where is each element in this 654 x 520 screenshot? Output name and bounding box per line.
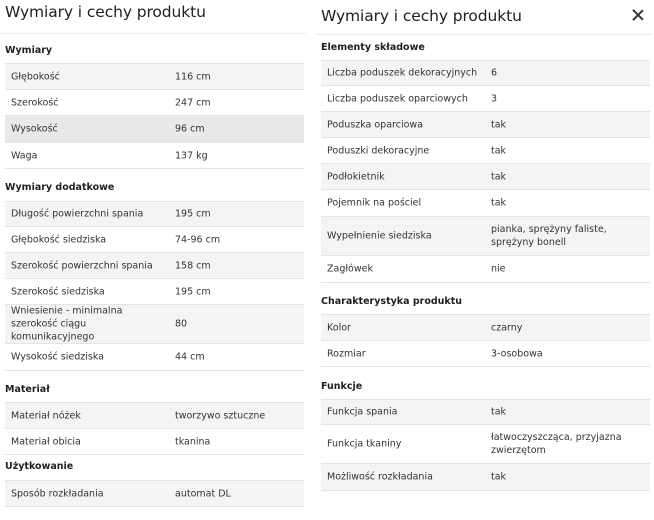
row-label: Waga	[11, 150, 38, 161]
table-row: Głębokość siedziska 74-96 cm	[5, 227, 304, 253]
table-row: Poduszka oparciowa tak	[321, 112, 650, 138]
table-row: Wysokość 96 cm	[5, 116, 304, 143]
table-row: Funkcja tkaniny łatwoczyszcząca, przyjaz…	[321, 425, 650, 464]
row-label: Szerokość siedziska	[11, 286, 105, 297]
row-value: tak	[491, 406, 507, 418]
row-label: Długość powierzchni spania	[11, 208, 144, 220]
table-row: Rozmiar 3-osobowa	[321, 341, 650, 367]
row-label: Poduszki dekoracyjne	[327, 145, 430, 156]
table-row: Możliwość rozkładania tak	[321, 464, 650, 491]
row-label: Możliwość rozkładania	[327, 471, 433, 483]
table-row: Pojemnik na pościel tak	[321, 190, 650, 217]
row-value: 3	[491, 93, 498, 104]
table-row: Głębokość 116 cm	[5, 63, 304, 90]
row-value: tak	[491, 171, 507, 182]
row-value: tak	[491, 197, 507, 209]
section-title-wymiary-dodatkowe: Wymiary dodatkowe	[5, 182, 115, 193]
row-value: 74-96 cm	[175, 234, 221, 245]
table-row: Liczba poduszek oparciowych 3	[321, 86, 650, 112]
row-label: Poduszka oparciowa	[327, 119, 423, 130]
table-row: Poduszki dekoracyjne tak	[321, 138, 650, 164]
row-label: Sposób rozkładania	[11, 488, 104, 499]
table-row: Wysokość siedziska 44 cm	[5, 344, 304, 371]
row-value: 158 cm	[175, 260, 211, 271]
table-row: Szerokość siedziska 195 cm	[5, 279, 304, 305]
row-label: Wypełnienie siedziska	[327, 230, 432, 242]
section-title-material: Materiał	[5, 384, 50, 395]
row-label: Liczba poduszek dekoracyjnych	[327, 67, 478, 79]
row-value: tkanina	[175, 436, 211, 447]
close-icon[interactable]	[632, 9, 644, 21]
row-label: Funkcja spania	[327, 406, 398, 418]
row-label: Kolor	[327, 322, 351, 333]
row-value: 80	[175, 318, 188, 330]
row-label: Wysokość	[11, 123, 58, 135]
section-title-charakterystyka: Charakterystyka produktu	[321, 296, 463, 307]
row-label: Zagłówek	[327, 263, 373, 275]
table-row: Funkcja spania tak	[321, 399, 650, 425]
row-value: 96 cm	[175, 123, 205, 135]
section-title-elementy-skladowe: Elementy składowe	[321, 42, 425, 53]
section-title-uzytkowanie: Użytkowanie	[5, 461, 74, 472]
table-row: Liczba poduszek dekoracyjnych 6	[321, 60, 650, 86]
table-row: Sposób rozkładania automat DL	[5, 480, 304, 507]
row-value: 137 kg	[175, 150, 208, 161]
row-label: Funkcja tkaniny	[327, 438, 402, 450]
table-row: Podłokietnik tak	[321, 164, 650, 190]
row-label: Wysokość siedziska	[11, 351, 104, 363]
row-label: Szerokość	[11, 97, 59, 108]
row-value: automat DL	[175, 488, 231, 499]
panel-title: Wymiary i cechy produktu	[321, 7, 522, 25]
row-label: Materiał obicia	[11, 436, 81, 447]
row-label: Liczba poduszek oparciowych	[327, 93, 468, 104]
header-divider	[0, 33, 306, 34]
row-label: Szerokość powierzchni spania	[11, 260, 153, 271]
row-value: 195 cm	[175, 286, 211, 297]
table-row: Szerokość 247 cm	[5, 90, 304, 116]
row-value: tak	[491, 471, 507, 483]
table-row: Materiał nóżek tworzywo sztuczne	[5, 402, 304, 429]
table-row: Materiał obicia tkanina	[5, 429, 304, 455]
table-row: Długość powierzchni spania 195 cm	[5, 201, 304, 227]
row-value: tak	[491, 145, 507, 156]
row-value: 3-osobowa	[491, 348, 543, 359]
row-value: 44 cm	[175, 351, 205, 363]
section-title-funkcje: Funkcje	[321, 381, 363, 392]
row-label: Pojemnik na pościel	[327, 197, 422, 209]
table-row: Zagłówek nie	[321, 256, 650, 283]
row-value: czarny	[491, 322, 523, 333]
section-title-wymiary: Wymiary	[5, 45, 53, 56]
table-row: Wypełnienie siedziska pianka, sprężyny f…	[321, 217, 650, 256]
table-row: Waga 137 kg	[5, 143, 304, 169]
row-value: 6	[491, 67, 498, 79]
row-label: Materiał nóżek	[11, 410, 81, 421]
row-value: tworzywo sztuczne	[175, 410, 266, 421]
row-value: pianka, sprężyny faliste, sprężyny bonel…	[491, 224, 607, 248]
row-value: nie	[491, 263, 506, 275]
row-label: Podłokietnik	[327, 171, 385, 182]
row-label: Rozmiar	[327, 348, 366, 359]
table-row: Szerokość powierzchni spania 158 cm	[5, 253, 304, 279]
row-label: Głębokość siedziska	[11, 234, 107, 245]
header-divider	[316, 34, 652, 35]
row-value: 116 cm	[175, 71, 211, 82]
table-row: Wniesienie - minimalna szerokość ciągu k…	[5, 305, 304, 344]
row-value: 195 cm	[175, 208, 211, 220]
panel-title: Wymiary i cechy produktu	[5, 3, 206, 21]
row-label: Głębokość	[11, 71, 60, 82]
row-value: łatwoczyszcząca, przyjazna zwierzętom	[491, 432, 622, 456]
row-value: tak	[491, 119, 507, 130]
row-value: 247 cm	[175, 97, 211, 108]
row-label: Wniesienie - minimalna szerokość ciągu k…	[11, 305, 123, 343]
table-row: Kolor czarny	[321, 314, 650, 341]
